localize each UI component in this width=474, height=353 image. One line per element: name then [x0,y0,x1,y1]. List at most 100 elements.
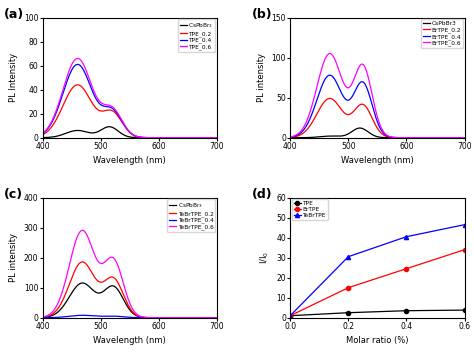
CsPbBr$_3$ [143,136,148,140]
X-axis label: Wavelength (nm): Wavelength (nm) [341,156,414,166]
BrTPE_0.2 [327,96,333,101]
CsPbBr$_3$ [214,316,220,320]
CsPbBr$_3$ [119,132,125,136]
X-axis label: Wavelength (nm): Wavelength (nm) [93,336,166,346]
TPE_0.4 [172,136,177,140]
TeBrTPE_0.4 [80,313,85,317]
Legend: CsPbBr$_3$, TeBrTPE_0.2, TeBrTPE_0.4, TeBrTPE_0.6: CsPbBr$_3$, TeBrTPE_0.2, TeBrTPE_0.4, Te… [167,199,215,232]
Line: BrTPE_0.2: BrTPE_0.2 [290,98,465,138]
TPE_0.2 [75,83,81,87]
BrTPE_0.2 [366,110,372,114]
TeBrTPE_0.4 [214,316,220,320]
CsPbBr3 [332,134,338,138]
TeBrTPE [462,223,467,227]
BrTPE_0.2 [404,136,410,140]
Line: TeBrTPE_0.2: TeBrTPE_0.2 [43,262,217,318]
BrTPE_0.6 [318,69,324,73]
TeBrTPE_0.2 [40,315,46,319]
TPE_0.2 [119,120,125,124]
TeBrTPE_0.6 [40,315,46,319]
TPE [346,311,351,315]
BrTPE_0.2 [318,104,324,109]
Line: CsPbBr3: CsPbBr3 [290,128,465,138]
BrTPE [462,247,467,252]
CsPbBr3 [391,136,396,140]
BrTPE_0.6 [419,136,425,140]
CsPbBr$_3$ [85,130,91,134]
TeBrTPE_0.4 [119,315,125,319]
BrTPE_0.6 [462,136,467,140]
TPE_0.2 [143,136,148,140]
BrTPE_0.2 [391,136,396,140]
Line: BrTPE_0.6: BrTPE_0.6 [290,54,465,138]
BrTPE_0.4 [327,73,333,77]
CsPbBr$_3$ [80,281,85,285]
Line: BrTPE_0.4: BrTPE_0.4 [290,75,465,138]
BrTPE_0.6 [327,52,333,56]
BrTPE_0.4 [287,135,293,139]
TeBrTPE_0.6 [214,316,220,320]
TeBrTPE_0.2 [80,260,85,264]
Line: TPE: TPE [288,308,466,318]
BrTPE [403,267,409,271]
TPE [403,309,409,313]
CsPbBr$_3$ [71,288,76,292]
TPE_0.6 [156,136,162,140]
BrTPE [287,313,293,318]
Legend: CsPbBr3, BrTPE_0.2, BrTPE_0.4, BrTPE_0.6: CsPbBr3, BrTPE_0.2, BrTPE_0.4, BrTPE_0.6 [421,19,463,48]
TPE_0.2 [156,136,162,140]
TPE_0.2 [40,133,46,137]
TeBrTPE_0.6 [71,246,76,251]
CsPbBr$_3$ [156,136,162,140]
TPE_0.6 [172,136,177,140]
Legend: CsPbBr$_3$, TPE_0.2, TPE_0.4, TPE_0.6: CsPbBr$_3$, TPE_0.2, TPE_0.4, TPE_0.6 [178,19,215,52]
BrTPE_0.2 [419,136,425,140]
TPE_0.6 [143,136,148,140]
Line: TPE_0.4: TPE_0.4 [43,64,217,138]
BrTPE_0.4 [391,135,396,139]
CsPbBr$_3$ [172,136,177,140]
BrTPE_0.6 [404,136,410,140]
TeBrTPE_0.2 [119,289,125,293]
CsPbBr3 [357,126,363,130]
Line: TeBrTPE_0.6: TeBrTPE_0.6 [43,230,217,318]
X-axis label: Molar ratio (%): Molar ratio (%) [346,336,409,346]
TeBrTPE_0.2 [156,316,162,320]
TeBrTPE_0.4 [172,316,177,320]
CsPbBr3 [366,131,372,135]
TeBrTPE_0.4 [85,313,91,318]
Text: (c): (c) [4,188,23,201]
BrTPE_0.6 [332,58,338,62]
BrTPE_0.2 [332,100,338,104]
TPE_0.2 [85,93,91,97]
CsPbBr$_3$ [172,316,177,320]
BrTPE [346,286,351,290]
TeBrTPE_0.6 [119,276,125,280]
CsPbBr$_3$ [85,283,91,287]
CsPbBr3 [419,136,425,140]
CsPbBr$_3$ [107,125,112,129]
TPE_0.4 [119,119,125,123]
TeBrTPE [403,235,409,239]
Text: (d): (d) [252,188,273,201]
Line: TPE_0.6: TPE_0.6 [43,58,217,138]
BrTPE_0.2 [462,136,467,140]
TPE_0.6 [40,131,46,135]
TPE_0.6 [119,118,125,122]
TeBrTPE_0.2 [71,271,76,276]
TeBrTPE_0.2 [85,264,91,268]
TPE_0.6 [75,56,81,60]
CsPbBr3 [462,136,467,140]
Y-axis label: PL intensity: PL intensity [9,233,18,282]
X-axis label: Wavelength (nm): Wavelength (nm) [93,156,166,166]
BrTPE_0.4 [419,136,425,140]
TeBrTPE_0.2 [214,316,220,320]
TeBrTPE_0.4 [71,314,76,318]
TPE_0.4 [156,136,162,140]
CsPbBr$_3$ [40,136,46,140]
Line: CsPbBr$_3$: CsPbBr$_3$ [43,127,217,138]
CsPbBr$_3$ [214,136,220,140]
CsPbBr$_3$ [40,315,46,319]
Legend: TPE, BrTPE, TeBrTPE: TPE, BrTPE, TeBrTPE [292,199,328,220]
CsPbBr$_3$ [143,316,148,320]
